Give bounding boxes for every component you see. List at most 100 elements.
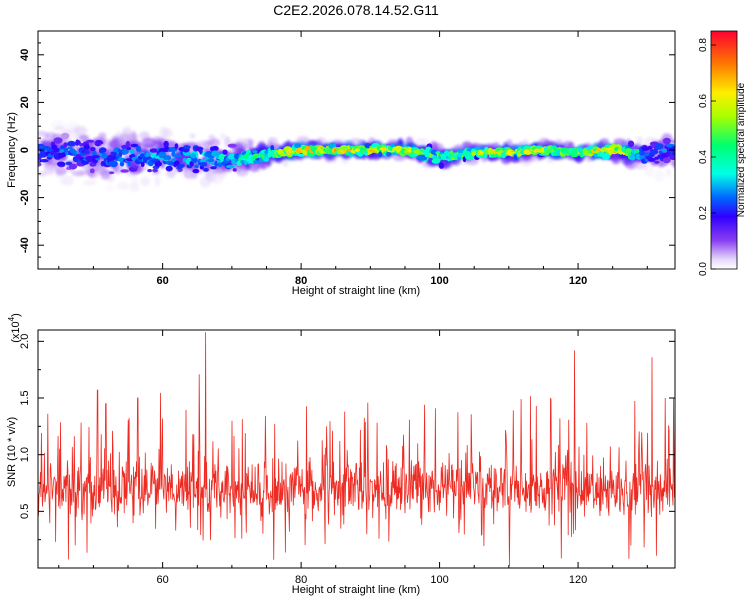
spectrogram-ridge-cell	[145, 156, 153, 160]
colorbar-tick-label: 0.0	[698, 262, 709, 276]
spectrogram-ridge-cell	[178, 163, 186, 168]
spectrogram-halo-cell	[665, 167, 672, 177]
spectrogram-ridge-cell	[347, 145, 351, 150]
spectrogram-halo-cell	[55, 167, 68, 175]
spectrogram-ridge-cell	[39, 151, 47, 158]
spectrogram-ridge-cell	[60, 145, 66, 151]
spectrogram-ridge-cell	[207, 158, 215, 163]
snr-x-tick-label: 80	[295, 574, 307, 586]
spectrogram-ridge-cell	[294, 143, 302, 148]
spectrogram-ridge-cell	[63, 142, 68, 148]
spectrogram-x-tick-label: 60	[157, 275, 169, 287]
spectrogram-ridge-cell	[129, 149, 135, 154]
spectrogram-x-tick-label: 120	[569, 275, 587, 287]
snr-ticks: 60 80 100 120 0.5 1.0 1.5 2.0	[19, 330, 675, 586]
spectrogram-halo-cell	[633, 162, 648, 170]
spectrogram-halo-cell	[142, 165, 148, 171]
spectrogram-ridge-cell	[191, 157, 198, 164]
spectrogram-ridge-cell	[127, 159, 132, 167]
spectrogram-ridge-cell	[90, 147, 96, 152]
spectrogram-ridge-cell	[152, 168, 159, 173]
spectrogram-ridge-cell	[297, 153, 306, 157]
spectrogram-ridge-cell	[596, 147, 602, 153]
spectrogram-y-label: Frequency (Hz)	[6, 112, 18, 188]
spectrogram-ridge-cell	[147, 169, 152, 173]
spectrogram-halo-cell	[40, 140, 47, 146]
snr-x-tick-label: 120	[569, 574, 587, 586]
spectrogram-ridge-cell	[662, 157, 671, 164]
spectrogram-ridge-cell	[654, 160, 660, 164]
spectrogram-ridge-cell	[60, 132, 70, 140]
spectrogram-ridge-cell	[194, 164, 199, 169]
spectrogram-ridge-cell	[638, 150, 646, 156]
snr-x-tick-label: 60	[157, 574, 169, 586]
colorbar-tick-label: 0.2	[698, 206, 709, 220]
spectrogram-ridge-cell	[438, 162, 444, 169]
snr-scale-prefix: (x10	[10, 321, 22, 342]
svg-text:(x104): (x104)	[7, 313, 22, 343]
spectrogram-ridge-cell	[68, 163, 78, 170]
spectrogram-halo-cell	[131, 130, 137, 143]
snr-x-label: Height of straight line (km)	[292, 584, 420, 596]
spectrogram-ridge-cell	[232, 168, 237, 172]
spectrogram-ridge-cell	[109, 160, 118, 168]
spectrogram-ticks: 60 80 100 120 -40 -20 0 20 40	[19, 31, 675, 287]
spectrogram-ridge-cell	[199, 148, 203, 155]
spectrogram-ridge-cell	[601, 153, 611, 160]
spectrogram-halo-cell	[644, 165, 654, 178]
spectrogram-ridge-cell	[191, 153, 197, 159]
spectrogram-ridge-cell	[163, 140, 169, 148]
spectrogram-halo-cell	[415, 138, 430, 145]
spectrogram-halo-cell	[38, 171, 47, 177]
spectrogram-halo-cell	[209, 173, 224, 185]
spectrogram-ridge-cell	[641, 146, 650, 151]
spectrogram-halo-cell	[111, 138, 119, 150]
spectrogram-x-label: Height of straight line (km)	[292, 285, 420, 297]
spectrogram-ridge-cell	[176, 166, 182, 170]
spectrogram-core-blobs	[38, 132, 675, 175]
spectrogram-ridge-cell	[243, 153, 250, 159]
colorbar-tick-label: 0.8	[698, 38, 709, 52]
snr-scale-close: )	[10, 313, 22, 317]
spectrogram-halo-cell	[248, 163, 260, 173]
spectrogram-y-tick-label: 0	[19, 147, 31, 153]
snr-plot-area	[38, 330, 675, 568]
colorbar-tick-label: 0.4	[698, 150, 709, 164]
spectrogram-ridge-cell	[534, 145, 543, 149]
spectrogram-halo-cell	[654, 169, 665, 182]
spectrogram-ridge-cell	[56, 161, 66, 167]
spectrogram-ridge-cell	[126, 146, 132, 151]
spectrogram-halo-cell	[209, 138, 221, 147]
spectrogram-halo-cell	[189, 133, 196, 139]
spectrogram-y-tick-label: -20	[19, 190, 31, 206]
spectrogram-ridge-cell	[165, 165, 173, 172]
spectrogram-x-tick-label: 100	[430, 275, 448, 287]
spectrogram-ridge-cell	[225, 164, 235, 169]
spectrogram-halo-cell	[129, 182, 140, 193]
spectrogram-ridge-cell	[119, 161, 125, 167]
spectrogram-ridge-cell	[38, 162, 42, 167]
spectrogram-ridge-cell	[163, 155, 172, 161]
spectrogram-ridge-cell	[39, 159, 49, 163]
spectrogram-ridge-cell	[83, 144, 90, 150]
spectrogram-ridge-cell	[52, 147, 60, 153]
spectrogram-y-tick-label: 20	[19, 96, 31, 108]
spectrogram-panel: 60 80 100 120 -40 -20 0 20 40 Height of straight…	[6, 30, 676, 297]
spectrogram-ridge-cell	[227, 143, 237, 148]
spectrogram-ridge-cell	[629, 154, 636, 161]
spectrogram-ridge-cell	[390, 143, 395, 148]
spectrogram-halo-cell	[334, 138, 347, 144]
spectrogram-halo-cell	[154, 175, 161, 187]
spectrogram-ridge-cell	[130, 143, 139, 148]
spectrogram-ridge-cell	[98, 147, 105, 154]
spectrogram-ridge-cell	[65, 161, 73, 166]
spectrogram-ridge-cell	[650, 149, 659, 155]
spectrogram-ridge-cell	[95, 140, 103, 144]
spectrogram-halo-cell	[283, 159, 289, 168]
spectrogram-ridge-cell	[61, 152, 66, 158]
spectrogram-ridge-cell	[672, 151, 675, 156]
spectrogram-ridge-cell	[574, 148, 579, 152]
spectrogram-halo-cell	[199, 176, 212, 188]
spectrogram-halo-cell	[54, 126, 66, 131]
spectrogram-ridge-cell	[474, 147, 481, 151]
